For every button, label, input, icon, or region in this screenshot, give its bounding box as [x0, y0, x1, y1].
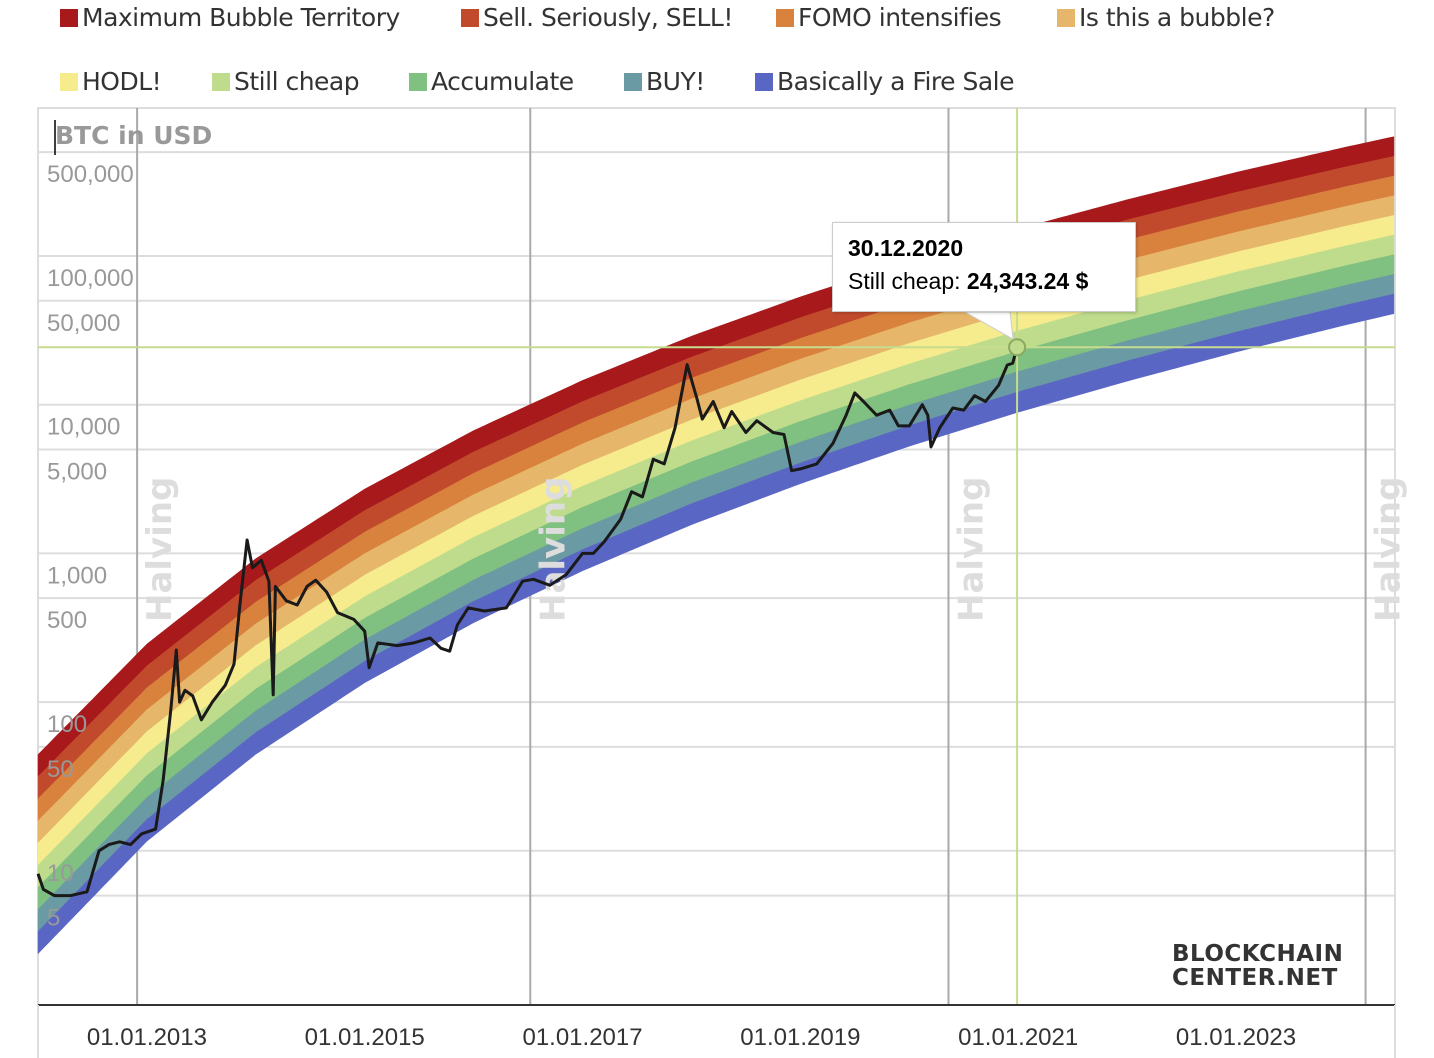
y-tick-label: 50 — [47, 756, 74, 783]
halving-label: Halving — [951, 477, 991, 622]
y-tick-label: 5 — [47, 905, 60, 932]
x-tick-label: 01.01.2013 — [87, 1024, 207, 1051]
legend-label: Basically a Fire Sale — [777, 67, 1015, 96]
legend-item[interactable]: Accumulate — [409, 67, 574, 96]
y-tick-label: 1,000 — [47, 562, 107, 589]
legend-label: Is this a bubble? — [1079, 3, 1275, 32]
legend-swatch — [776, 8, 794, 27]
legend-label: Maximum Bubble Territory — [82, 3, 400, 32]
x-tick-label: 01.01.2023 — [1176, 1024, 1296, 1051]
tooltip-date: 30.12.2020 — [848, 235, 964, 261]
legend-item[interactable]: Still cheap — [212, 67, 360, 96]
tooltip-label: Still cheap: — [848, 268, 961, 294]
x-tick-label: 01.01.2021 — [958, 1024, 1078, 1051]
legend-swatch — [1057, 8, 1075, 27]
halving-label: Halving — [533, 477, 573, 622]
rainbow-band — [37, 293, 1395, 955]
legend-label: FOMO intensifies — [798, 3, 1002, 32]
x-tick-label: 01.01.2019 — [740, 1024, 860, 1051]
y-tick-label: 5,000 — [47, 458, 107, 485]
legend-label: Sell. Seriously, SELL! — [483, 3, 733, 32]
logo-line2: CENTER.NET — [1172, 965, 1338, 991]
y-tick-label: 100 — [47, 711, 87, 738]
highlight-point — [1008, 338, 1027, 357]
logo-line1: BLOCKCHAIN — [1172, 941, 1344, 967]
y-tick-label: 10 — [47, 860, 74, 887]
y-tick-label: 500,000 — [47, 161, 134, 188]
legend-label: BUY! — [646, 67, 705, 96]
legend-label: Still cheap — [234, 67, 360, 96]
legend-swatch — [212, 72, 230, 91]
legend-swatch — [624, 72, 642, 91]
legend-item[interactable]: Basically a Fire Sale — [755, 67, 1015, 96]
y-tick-label: 10,000 — [47, 414, 120, 441]
legend-swatch — [461, 8, 479, 27]
legend-label: HODL! — [82, 67, 162, 96]
legend-item[interactable]: HODL! — [60, 67, 162, 96]
halving-label: Halving — [140, 477, 180, 622]
x-tick-label: 01.01.2015 — [305, 1024, 425, 1051]
legend-swatch — [60, 72, 78, 91]
legend-item[interactable]: BUY! — [624, 67, 705, 96]
y-axis-labels: 500,000 100,000 50,000 10,000 5,000 1,000 500 1… — [47, 161, 134, 932]
legend-swatch — [60, 8, 78, 27]
legend-item[interactable]: Maximum Bubble Territory — [60, 3, 400, 32]
legend-swatch — [409, 72, 427, 91]
legend-item[interactable]: Sell. Seriously, SELL! — [461, 3, 733, 32]
legend-item[interactable]: FOMO intensifies — [776, 3, 1002, 32]
x-tick-label: 01.01.2017 — [522, 1024, 642, 1051]
y-tick-label: 50,000 — [47, 310, 120, 337]
btc-price-line — [36, 346, 1019, 898]
blockchaincenter-logo: BLOCKCHAIN CENTER.NET — [1172, 942, 1343, 990]
y-tick-label: 100,000 — [47, 265, 134, 292]
legend-item[interactable]: Is this a bubble? — [1057, 3, 1275, 32]
tooltip-pointer — [963, 311, 1014, 341]
tooltip-value: 24,343.24 $ — [966, 268, 1089, 294]
halving-label: Halving — [1369, 477, 1409, 622]
legend-label: Accumulate — [431, 67, 574, 96]
y-axis-title: BTC in USD — [55, 121, 212, 150]
y-tick-label: 500 — [47, 607, 87, 634]
legend-swatch — [755, 72, 773, 91]
tooltip: 30.12.2020 Still cheap: 24,343.24 $ — [832, 222, 1136, 312]
